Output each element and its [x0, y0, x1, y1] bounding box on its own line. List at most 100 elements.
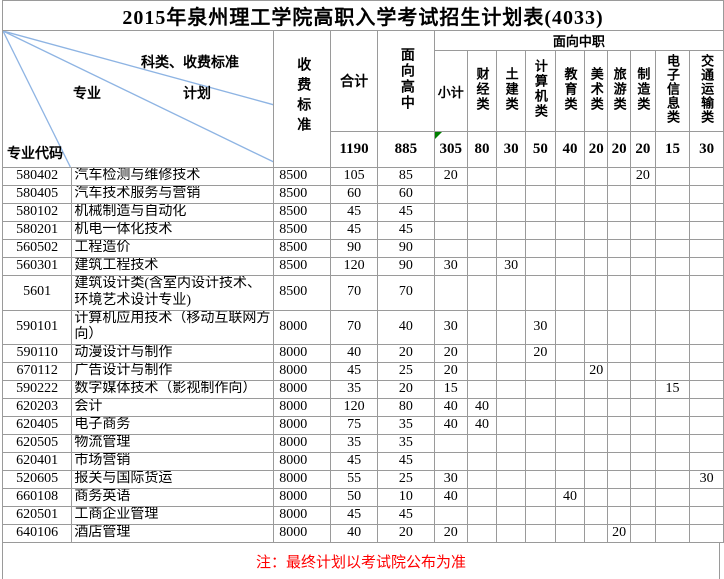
vocational-value-cell	[554, 380, 586, 400]
high-school-cell: 90	[376, 239, 435, 258]
high-school-cell: 25	[376, 470, 435, 490]
high-school-cell: 35	[376, 434, 435, 454]
major-code-cell: 620501	[1, 506, 73, 526]
high-school-cell: 45	[376, 452, 435, 472]
total-cell: 70	[330, 275, 378, 311]
vocational-value-cell: 20	[433, 524, 468, 544]
major-name-cell: 会计	[71, 398, 275, 418]
vocational-value-cell	[654, 239, 691, 258]
vocational-value-cell	[654, 434, 691, 454]
vocational-category-header: 财经类	[466, 50, 498, 132]
vocational-value-cell	[630, 452, 656, 472]
vocational-value-cell: 20	[433, 362, 468, 382]
fee-cell: 8000	[273, 309, 332, 346]
header-row-1: 科类、收费标准 专业 计划 专业代码 收费标准 合计 面向高中 面向中职	[1, 30, 724, 168]
vocational-value-cell	[466, 203, 498, 222]
vocational-value-cell	[654, 452, 691, 472]
vocational-category-total-value: 40	[554, 131, 586, 168]
vocational-value-cell: 20	[607, 524, 631, 544]
vocational-value-cell: 20	[584, 362, 609, 382]
vocational-value-cell	[584, 167, 609, 186]
table-row: 670112 广告设计与制作 8000 45 25 20 20	[1, 362, 724, 382]
vocational-value-cell	[466, 239, 498, 258]
vocational-value-cell	[466, 167, 498, 186]
vocational-value-cell	[496, 416, 526, 436]
fee-cell: 8000	[273, 452, 332, 472]
vocational-value-cell	[496, 309, 526, 346]
vocational-value-cell	[525, 416, 556, 436]
vocational-value-cell	[689, 167, 724, 186]
table-row: 590222 数字媒体技术（影视制作向） 8000 35 20 15 15	[1, 380, 724, 400]
vocational-value-cell	[607, 167, 631, 186]
vocational-value-cell	[654, 257, 691, 276]
vocational-value-cell	[466, 275, 498, 311]
major-name-cell: 广告设计与制作	[71, 362, 275, 382]
vocational-category-total-value: 20	[584, 131, 609, 168]
table-row: 560502 工程造价 8500 90 90	[1, 239, 724, 258]
vocational-value-cell	[496, 434, 526, 454]
major-code-cell: 580402	[1, 167, 73, 186]
major-name-cell: 建筑设计类(含室内设计技术、环境艺术设计专业)	[71, 275, 275, 311]
major-code-cell: 660108	[1, 488, 73, 508]
vocational-value-cell	[525, 380, 556, 400]
fee-cell: 8500	[273, 221, 332, 240]
vocational-value-cell	[607, 416, 631, 436]
fee-cell: 8000	[273, 488, 332, 508]
major-code-cell: 580102	[1, 203, 73, 222]
high-school-cell: 10	[376, 488, 435, 508]
vocational-value-cell	[496, 203, 526, 222]
grand-total-header: 合计	[330, 30, 378, 132]
major-name-cell: 报关与国际货运	[71, 470, 275, 490]
vocational-value-cell	[496, 344, 526, 364]
fee-cell: 8000	[273, 434, 332, 454]
vocational-value-cell	[654, 470, 691, 490]
vocational-value-cell	[689, 506, 724, 526]
vocational-value-cell	[584, 506, 609, 526]
major-name-cell: 建筑工程技术	[71, 257, 275, 276]
vocational-value-cell: 30	[433, 257, 468, 276]
total-cell: 45	[330, 362, 378, 382]
major-name-cell: 汽车检测与维修技术	[71, 167, 275, 186]
vocational-value-cell: 40	[554, 488, 586, 508]
major-code-cell: 590222	[1, 380, 73, 400]
vocational-value-cell	[689, 416, 724, 436]
vocational-value-cell: 20	[433, 167, 468, 186]
header-row-2: 小计 财经类 土建类 计算机类 教育类 美术类 旅游类 制造类 电子信息类 交通…	[3, 50, 724, 132]
vocational-value-cell	[689, 257, 724, 276]
vocational-value-cell	[654, 185, 691, 204]
vocational-category-header: 美术类	[584, 50, 609, 132]
vocational-value-cell	[607, 506, 631, 526]
vocational-value-cell	[496, 488, 526, 508]
major-name-cell: 市场营销	[71, 452, 275, 472]
vocational-category-header: 土建类	[496, 50, 526, 132]
vocational-value-cell	[584, 398, 609, 418]
vocational-value-cell	[466, 434, 498, 454]
high-school-cell: 20	[376, 380, 435, 400]
major-name-cell: 电子商务	[71, 416, 275, 436]
total-cell: 45	[330, 452, 378, 472]
vocational-value-cell	[607, 398, 631, 418]
vocational-value-cell	[433, 275, 468, 311]
vocational-value-cell	[654, 416, 691, 436]
total-cell: 40	[330, 344, 378, 364]
table-row: 620203 会计 8000 120 80 40 40	[1, 398, 724, 418]
vocational-value-cell: 30	[689, 470, 724, 490]
vocational-value-cell	[525, 275, 556, 311]
high-school-cell: 20	[376, 344, 435, 364]
vocational-value-cell	[630, 398, 656, 418]
vocational-value-cell	[584, 524, 609, 544]
total-cell: 120	[330, 398, 378, 418]
vocational-value-cell	[525, 203, 556, 222]
vocational-category-header: 电子信息类	[654, 50, 691, 132]
for-high-school-header: 面向高中	[376, 30, 435, 132]
major-code-cell: 620405	[1, 416, 73, 436]
vocational-value-cell	[466, 257, 498, 276]
grand-total-value: 1190	[330, 131, 378, 168]
vocational-value-cell	[689, 275, 724, 311]
vocational-value-cell	[496, 506, 526, 526]
vocational-value-cell	[466, 362, 498, 382]
fee-cell: 8500	[273, 257, 332, 276]
vocational-value-cell	[689, 380, 724, 400]
vocational-value-cell	[654, 344, 691, 364]
vocational-value-cell	[525, 398, 556, 418]
